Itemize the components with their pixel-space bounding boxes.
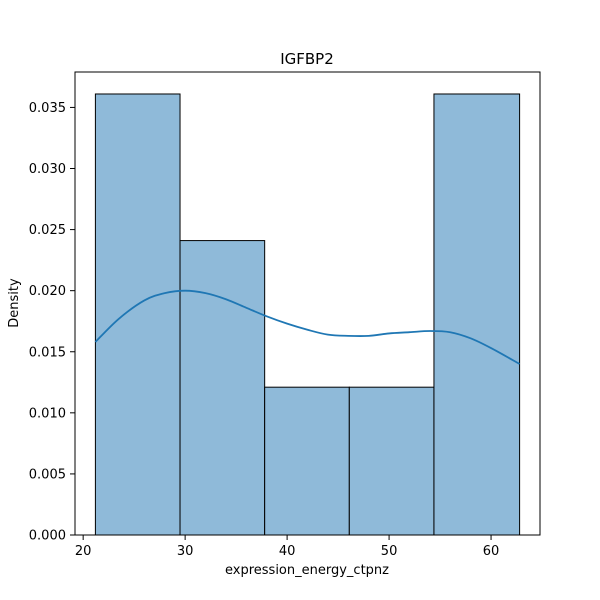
x-tick-label: 20 [75,544,92,559]
histogram-bar-2 [179,240,266,536]
x-tick-label: 30 [177,544,194,559]
kde-density-line [94,289,521,365]
y-axis-label: Density [7,278,22,328]
y-tick-label: 0.000 [29,529,66,544]
y-tick-label: 0.020 [29,284,66,299]
plot-frame [74,71,541,536]
histogram-bar-3 [264,386,350,536]
y-tick-label: 0.035 [29,101,66,116]
x-axis-ticks: 20 30 40 50 60 [75,535,499,559]
y-tick-label: 0.005 [29,467,66,482]
y-tick-label: 0.025 [29,223,66,238]
histogram-bar-5 [433,93,521,536]
chart-title: IGFBP2 [280,50,334,68]
x-tick-label: 40 [279,544,296,559]
x-axis-label: expression_energy_ctpnz [225,563,389,578]
bars-layer [94,93,521,536]
x-tick-label: 60 [483,544,500,559]
y-axis-ticks: 0.000 0.005 0.010 0.015 0.020 0.025 0.030 0.035 [29,101,75,544]
histogram-bar-1 [94,93,181,536]
y-tick-label: 0.030 [29,162,66,177]
y-tick-label: 0.010 [29,406,66,421]
histogram-bar-4 [348,386,435,536]
y-tick-label: 0.015 [29,345,66,360]
x-tick-label: 50 [381,544,398,559]
